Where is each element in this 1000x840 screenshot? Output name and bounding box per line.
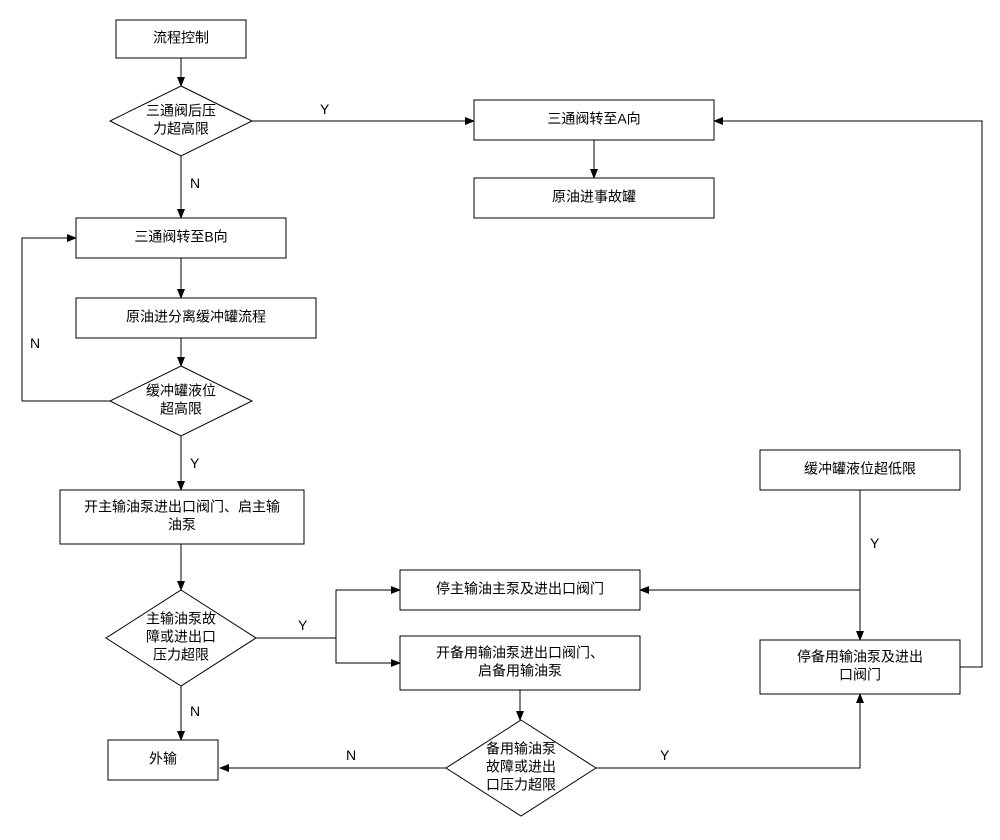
edge-label-7: Y [190, 455, 200, 471]
node-n13: 备用输油泵故障或进出口压力超限 [446, 720, 596, 816]
edge-label-1: Y [320, 101, 330, 117]
node-label-n12-1: 启备用输油泵 [478, 663, 562, 679]
node-label-n11-0: 停主输油主泵及进出口阀门 [436, 581, 604, 597]
node-n3: 三通阀转至A向 [474, 100, 714, 140]
node-label-n9-0: 主输油泵故 [146, 611, 216, 627]
node-label-n7-1: 超高限 [160, 401, 202, 417]
edge-label-10: Y [298, 617, 308, 633]
node-label-n9-2: 压力超限 [153, 647, 209, 663]
node-label-n15-0: 停备用输油泵及进出 [797, 649, 923, 665]
node-n15: 停备用输油泵及进出口阀门 [760, 640, 960, 694]
node-label-n2-0: 三通阀后压 [146, 103, 216, 119]
node-label-n9-1: 障或进出口 [146, 629, 216, 645]
edge-label-16: Y [870, 535, 880, 551]
edge-10 [256, 590, 400, 638]
node-n8: 开主输油泵进出口阀门、启主输油泵 [60, 490, 304, 544]
edge-11 [336, 638, 400, 663]
node-n4: 原油进事故罐 [474, 178, 714, 218]
node-label-n8-0: 开主输油泵进出口阀门、启主输 [84, 499, 280, 515]
node-label-n15-1: 口阀门 [839, 667, 881, 683]
node-label-n13-0: 备用输油泵 [486, 741, 556, 757]
node-n10: 外输 [108, 740, 218, 780]
node-n12: 开备用输油泵进出口阀门、启备用输油泵 [400, 636, 640, 690]
node-label-n6-0: 原油进分离缓冲罐流程 [126, 309, 266, 325]
node-label-n14-0: 缓冲罐液位超低限 [804, 461, 916, 477]
node-n1: 流程控制 [116, 20, 246, 58]
nodes-layer: 流程控制三通阀后压力超高限 三通阀转至A向原油进事故罐三通阀转至B向原油进分离缓冲… [60, 20, 960, 816]
node-label-n5-0: 三通阀转至B向 [134, 229, 227, 245]
node-label-n3-0: 三通阀转至A向 [547, 111, 640, 127]
node-n2: 三通阀后压力超高限 [110, 86, 252, 156]
edge-label-6: N [30, 335, 40, 351]
edge-15 [640, 590, 860, 640]
node-label-n4-0: 原油进事故罐 [552, 189, 636, 205]
node-label-n8-1: 油泵 [168, 517, 196, 533]
node-n7: 缓冲罐液位超高限 [110, 366, 252, 436]
node-n5: 三通阀转至B向 [76, 218, 286, 258]
node-n11: 停主输油主泵及进出口阀门 [400, 570, 640, 610]
node-label-n12-0: 开备用输油泵进出口阀门、 [436, 645, 604, 661]
edge-label-3: N [190, 175, 200, 191]
edge-label-14: Y [660, 747, 670, 763]
node-n6: 原油进分离缓冲罐流程 [76, 298, 316, 338]
edge-label-13: N [346, 747, 356, 763]
edge-17 [714, 121, 982, 667]
node-label-n13-2: 口压力超限 [486, 777, 556, 793]
node-label-n10-0: 外输 [149, 751, 177, 767]
node-label-n2-1: 力超高限 [153, 121, 209, 137]
node-n14: 缓冲罐液位超低限 [760, 450, 960, 490]
node-label-n13-1: 故障或进出 [486, 759, 556, 775]
node-n9: 主输油泵故障或进出口压力超限 [106, 590, 256, 686]
node-label-n7-0: 缓冲罐液位 [146, 383, 216, 399]
edge-14 [596, 694, 860, 768]
edge-label-9: N [190, 703, 200, 719]
flowchart-diagram: Y N N Y N Y N Y Y 流程控制三通阀后压力超高限 三通阀转至A向原油进事故罐三通阀转至… [0, 0, 1000, 840]
node-label-n1-0: 流程控制 [153, 30, 209, 46]
